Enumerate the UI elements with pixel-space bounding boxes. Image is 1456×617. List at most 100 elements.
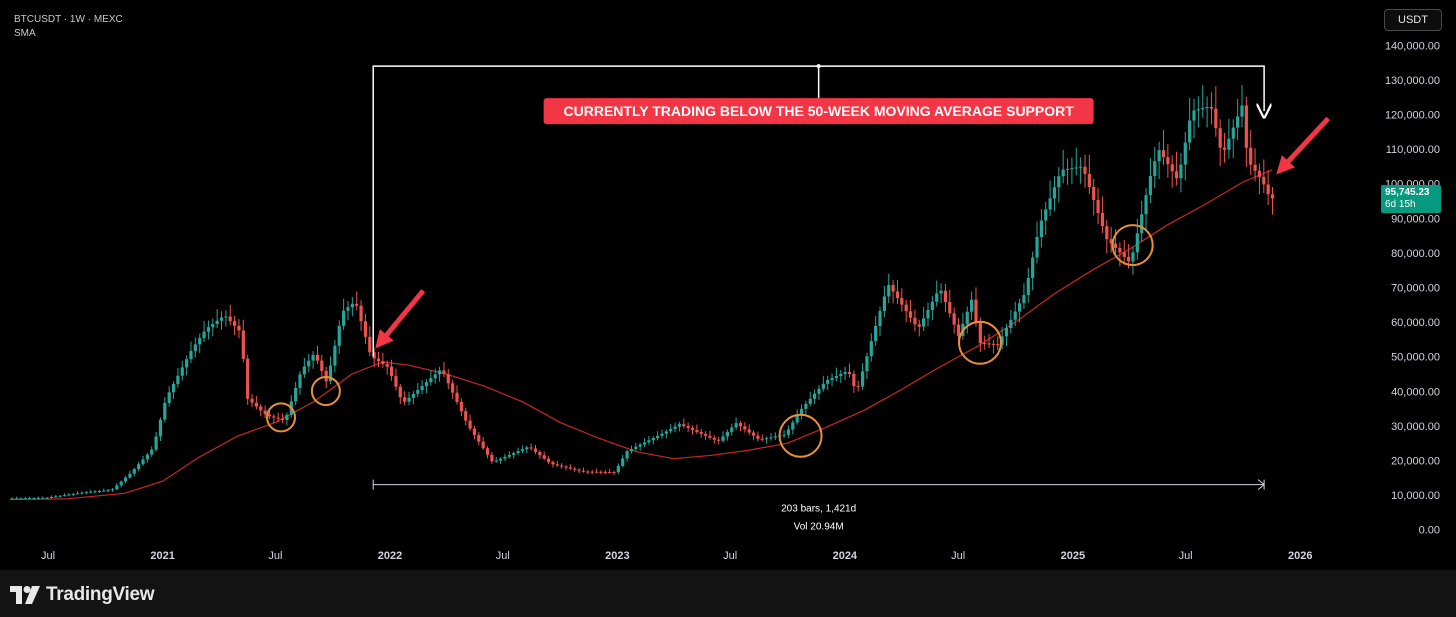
- candle-body: [320, 360, 324, 371]
- candle-body: [651, 438, 655, 441]
- candle-body: [660, 433, 664, 436]
- candle-body: [315, 354, 320, 361]
- candle-body: [799, 408, 804, 416]
- candle-body: [459, 401, 463, 412]
- candle-body: [272, 416, 276, 418]
- candle-body: [839, 373, 843, 376]
- candle-body: [433, 374, 437, 379]
- candle-body: [355, 303, 359, 306]
- candle-body: [634, 446, 638, 449]
- candle-body: [1153, 161, 1157, 177]
- candle-body: [656, 435, 660, 439]
- candle-body: [193, 344, 197, 351]
- candle-body: [821, 383, 825, 389]
- candle-body: [219, 317, 224, 321]
- x-tick-label: Jul: [41, 550, 55, 562]
- candle-body: [769, 437, 773, 439]
- chart-panel[interactable]: 203 bars, 1,421d Vol 20.94M 140,000.00 130…: [0, 0, 1456, 570]
- bracket-midpoint: [816, 64, 821, 69]
- candle-body: [1057, 176, 1061, 188]
- y-tick-label: 40,000.00: [1391, 386, 1440, 398]
- candle-body: [10, 498, 14, 500]
- candle-body: [337, 325, 341, 346]
- candle-body: [328, 365, 333, 382]
- candle-body: [712, 437, 716, 440]
- candle-body: [586, 471, 590, 473]
- candle-body: [49, 496, 54, 498]
- candle-body: [1161, 150, 1166, 158]
- candle-body: [747, 429, 751, 433]
- candle-body: [773, 436, 777, 438]
- candle-body: [551, 461, 555, 465]
- currency-button[interactable]: USDT: [1384, 9, 1442, 31]
- candle-body: [477, 435, 481, 442]
- candle-body: [1240, 105, 1244, 117]
- candle-body: [1074, 167, 1078, 169]
- candle-body: [1244, 105, 1248, 148]
- measure-tick-right: [1257, 479, 1265, 491]
- candle-body: [259, 406, 263, 411]
- x-tick-label: Jul: [951, 550, 965, 562]
- candle-body: [852, 373, 856, 387]
- candle-body: [350, 303, 354, 308]
- candle-body: [398, 386, 402, 398]
- candle-body: [202, 331, 206, 339]
- candle-body: [141, 459, 145, 465]
- candle-body: [280, 418, 285, 420]
- x-tick-label: 2026: [1288, 550, 1312, 562]
- candle-body: [856, 386, 860, 388]
- y-tick-label: 90,000.00: [1391, 213, 1440, 225]
- candle-body: [485, 448, 490, 455]
- candle-body: [1061, 169, 1065, 177]
- candle-body: [110, 489, 115, 491]
- candle-body: [437, 370, 442, 375]
- candle-body: [1140, 214, 1144, 234]
- tradingview-logo[interactable]: TradingView: [10, 584, 155, 606]
- candle-body: [708, 435, 712, 438]
- candle-body: [695, 429, 699, 432]
- candle-body: [974, 299, 978, 323]
- measure-volume-label: Vol 20.94M: [794, 522, 844, 533]
- candle-body: [494, 460, 498, 462]
- candle-body: [132, 469, 136, 474]
- candle-body: [734, 423, 738, 428]
- candle-body: [542, 455, 546, 459]
- candle-body: [1096, 199, 1100, 214]
- candle-body: [1048, 198, 1052, 210]
- candle-body: [507, 454, 511, 457]
- candle-body: [743, 426, 747, 430]
- candle-body: [1253, 164, 1257, 171]
- candle-body: [198, 338, 202, 345]
- candle-body: [878, 311, 882, 326]
- candle-body: [978, 322, 982, 344]
- y-tick-label: 70,000.00: [1391, 283, 1440, 295]
- y-tick-label: 140,000.00: [1385, 40, 1440, 52]
- candle-body: [1231, 127, 1235, 139]
- candle-body: [1174, 171, 1179, 179]
- candle-body: [516, 451, 520, 454]
- candle-body: [625, 451, 629, 459]
- candle-body: [189, 350, 193, 360]
- candle-body: [952, 313, 956, 325]
- candle-body: [381, 361, 385, 364]
- candle-body: [647, 440, 651, 443]
- candle-body: [1118, 247, 1122, 253]
- candle-body: [555, 464, 559, 466]
- candle-body: [900, 298, 904, 305]
- candle-body: [394, 376, 398, 387]
- candle-body: [608, 472, 612, 474]
- candle-body: [891, 284, 895, 292]
- red-arrow-icon: [375, 289, 426, 349]
- indicator-label[interactable]: SMA: [14, 28, 36, 39]
- candle-body: [690, 428, 695, 430]
- candle-body: [1209, 106, 1214, 109]
- candle-body: [250, 398, 254, 403]
- symbol-header: BTCUSDT · 1W · MEXC: [14, 14, 123, 25]
- candle-body: [472, 428, 477, 436]
- candle-body: [1109, 239, 1113, 244]
- x-tick-label: Jul: [1179, 550, 1193, 562]
- candle-body: [786, 429, 791, 435]
- candle-body: [725, 431, 729, 437]
- candle-body: [520, 449, 525, 452]
- price-chart[interactable]: 203 bars, 1,421d Vol 20.94M 140,000.00 130…: [0, 0, 1456, 570]
